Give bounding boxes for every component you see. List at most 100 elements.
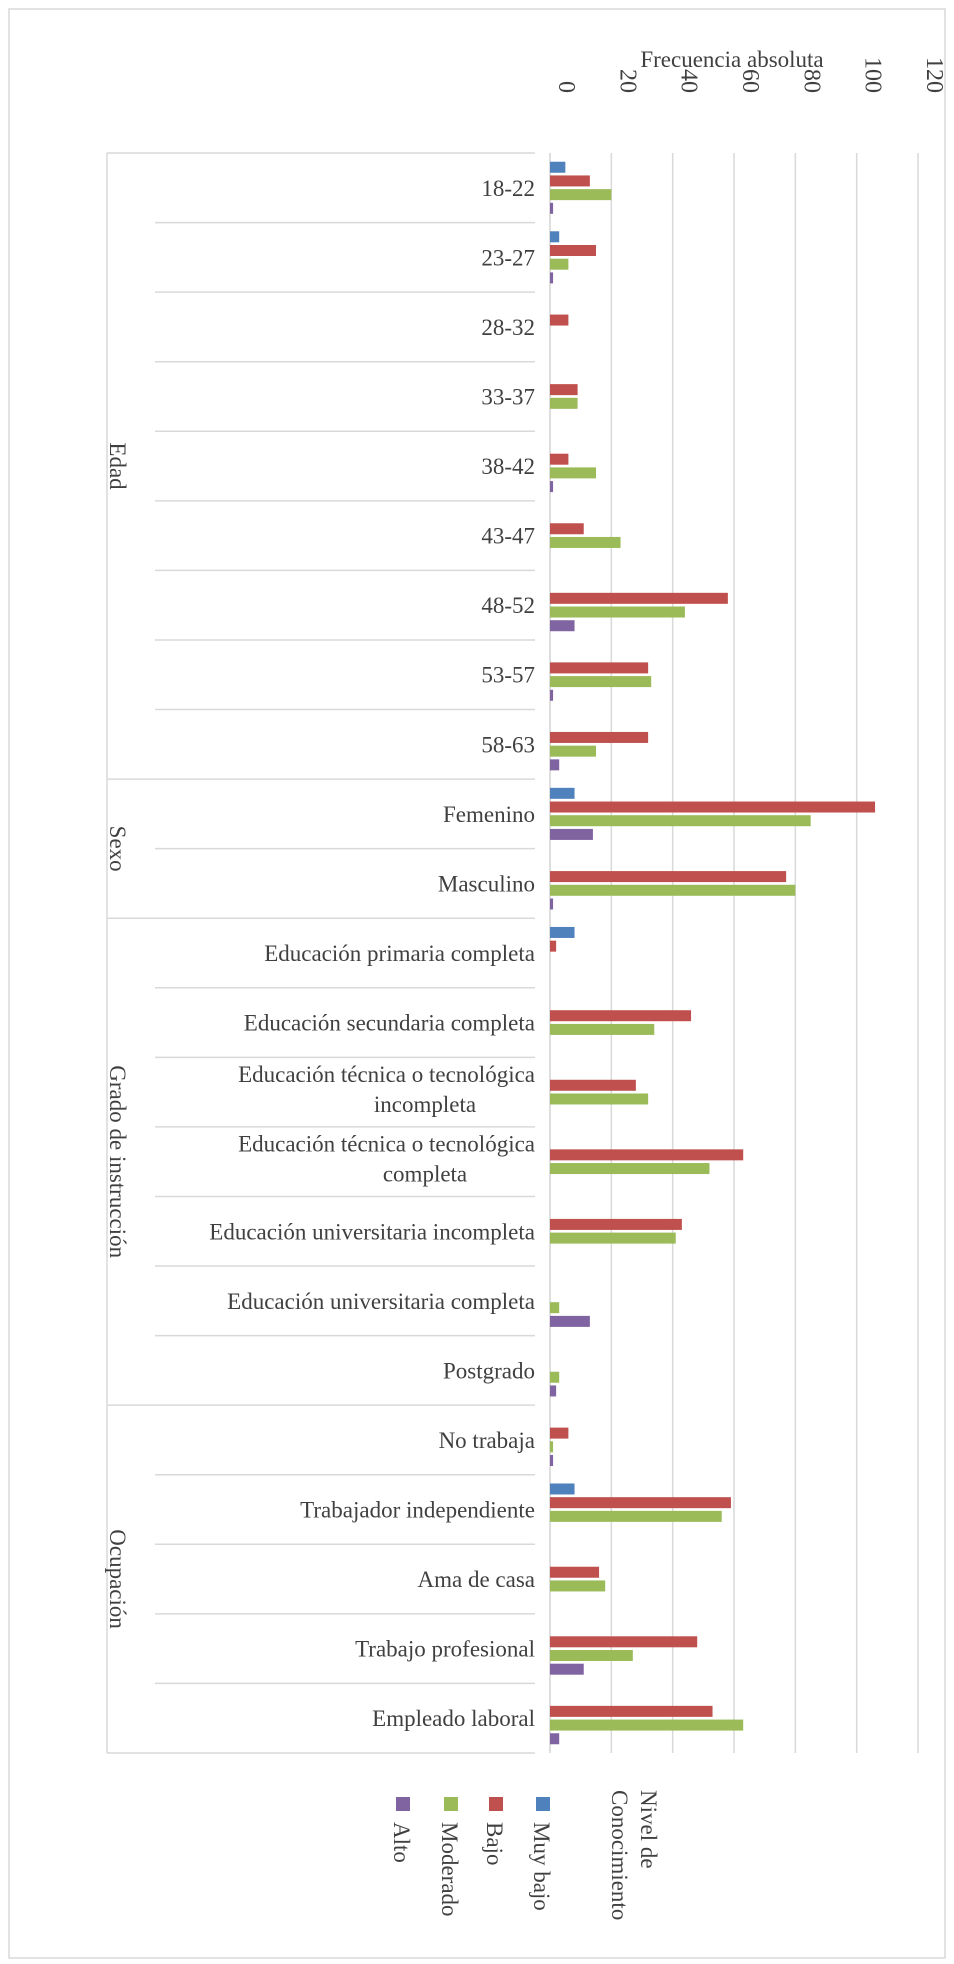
bar-alto-18-22: [550, 203, 553, 214]
bar-moderado-43-47: [550, 537, 621, 548]
category-label-postgrado: Postgrado: [443, 1358, 535, 1383]
bar-alto-48-52: [550, 620, 575, 631]
category-label-ama-de-casa: Ama de casa: [418, 1567, 536, 1592]
bar-bajo-femenino: [550, 802, 875, 813]
bar-muy-bajo-femenino: [550, 788, 575, 799]
category-label-trabajador-independiente: Trabajador independiente: [300, 1498, 535, 1523]
bar-bajo-38-42: [550, 454, 568, 465]
bar-muy-bajo-trabajador-independiente: [550, 1483, 575, 1494]
bar-moderado-no-trabaja: [550, 1441, 553, 1452]
bar-moderado-educacion-universitaria-completa: [550, 1302, 559, 1313]
bar-alto-femenino: [550, 829, 593, 840]
bar-bajo-ama-de-casa: [550, 1567, 599, 1578]
bar-moderado-53-57: [550, 676, 651, 687]
bar-moderado-educacion-universitaria-incompleta: [550, 1233, 676, 1244]
bar-moderado-educacion-secundaria-completa: [550, 1024, 654, 1035]
chart-border: [9, 9, 945, 1958]
bar-alto-masculino: [550, 898, 553, 909]
category-label-masculino: Masculino: [438, 871, 535, 896]
bar-moderado-empleado-laboral: [550, 1720, 743, 1731]
legend-label-moderado: Moderado: [437, 1822, 462, 1917]
legend-label-muy-bajo: Muy bajo: [529, 1822, 554, 1911]
bar-bajo-educacion-tecnica-o-tecnologica-incompleta: [550, 1080, 636, 1091]
bar-moderado-masculino: [550, 885, 795, 896]
category-label-38-42: 38-42: [481, 454, 535, 479]
bar-alto-educacion-universitaria-completa: [550, 1316, 590, 1327]
bar-bajo-trabajador-independiente: [550, 1497, 731, 1508]
category-label-femenino: Femenino: [443, 802, 535, 827]
x-tick-label: 20: [614, 69, 640, 93]
bar-moderado-33-37: [550, 398, 578, 409]
bar-alto-23-27: [550, 272, 553, 283]
bar-bajo-18-22: [550, 175, 590, 186]
x-tick-label: 60: [737, 69, 763, 93]
category-label-no-trabaja: No trabaja: [439, 1428, 535, 1453]
category-label-33-37: 33-37: [481, 384, 535, 409]
category-label-28-32: 28-32: [481, 315, 535, 340]
bar-moderado-educacion-tecnica-o-tecnologica-incompleta: [550, 1093, 648, 1104]
bar-moderado-educacion-tecnica-o-tecnologica-completa: [550, 1163, 709, 1174]
category-label-43-47: 43-47: [481, 524, 535, 549]
bar-muy-bajo-23-27: [550, 231, 559, 242]
bar-muy-bajo-18-22: [550, 162, 565, 173]
x-tick-label: 40: [676, 69, 702, 93]
bar-bajo-educacion-secundaria-completa: [550, 1010, 691, 1021]
bar-bajo-educacion-primaria-completa: [550, 941, 556, 952]
bar-bajo-23-27: [550, 245, 596, 256]
bar-bajo-53-57: [550, 662, 648, 673]
bar-alto-58-63: [550, 759, 559, 770]
bar-alto-trabajo-profesional: [550, 1664, 584, 1675]
bar-moderado-38-42: [550, 467, 596, 478]
bar-moderado-femenino: [550, 815, 811, 826]
category-label-educacion-secundaria-completa: Educación secundaria completa: [244, 1011, 535, 1036]
bar-moderado-trabajo-profesional: [550, 1650, 633, 1661]
bar-bajo-48-52: [550, 593, 728, 604]
legend-swatch-alto: [396, 1797, 410, 1811]
bar-alto-53-57: [550, 690, 553, 701]
legend-swatch-bajo: [489, 1797, 503, 1811]
bar-bajo-33-37: [550, 384, 578, 395]
group-label-sexo: Sexo: [105, 826, 130, 872]
bar-bajo-educacion-tecnica-o-tecnologica-completa: [550, 1149, 743, 1160]
legend-swatch-moderado: [444, 1797, 458, 1811]
legend-label-bajo: Bajo: [482, 1822, 507, 1865]
bar-bajo-no-trabaja: [550, 1428, 568, 1439]
category-label-18-22: 18-22: [481, 176, 535, 201]
legend-title: Conocimiento: [607, 1790, 632, 1920]
x-axis-title: Frecuencia absoluta: [640, 47, 823, 72]
bar-alto-postgrado: [550, 1385, 556, 1396]
category-label-educacion-primaria-completa: Educación primaria completa: [264, 941, 535, 966]
category-label-48-52: 48-52: [481, 593, 535, 618]
category-label-53-57: 53-57: [481, 663, 535, 688]
legend-title: Nivel de: [636, 1790, 661, 1869]
bar-bajo-58-63: [550, 732, 648, 743]
bar-moderado-ama-de-casa: [550, 1580, 605, 1591]
bar-bajo-28-32: [550, 315, 568, 326]
group-label-grado-de-instruccion: Grado de instrucción: [105, 1065, 130, 1258]
bar-moderado-58-63: [550, 746, 596, 757]
legend-label-alto: Alto: [389, 1822, 414, 1863]
category-label-educacion-universitaria-completa: Educación universitaria completa: [227, 1289, 535, 1314]
category-label-empleado-laboral: Empleado laboral: [372, 1706, 535, 1731]
bar-moderado-18-22: [550, 189, 611, 200]
bar-bajo-empleado-laboral: [550, 1706, 713, 1717]
x-tick-label: 120: [921, 57, 947, 93]
bar-bajo-educacion-universitaria-incompleta: [550, 1219, 682, 1230]
bar-moderado-48-52: [550, 607, 685, 618]
bar-bajo-trabajo-profesional: [550, 1636, 697, 1647]
category-label-58-63: 58-63: [481, 732, 535, 757]
bar-bajo-masculino: [550, 871, 786, 882]
x-tick-label: 0: [553, 81, 579, 93]
category-label-trabajo-profesional: Trabajo profesional: [355, 1637, 535, 1662]
bar-alto-38-42: [550, 481, 553, 492]
category-label-23-27: 23-27: [481, 245, 535, 270]
x-tick-label: 80: [798, 69, 824, 93]
bar-moderado-postgrado: [550, 1372, 559, 1383]
bar-alto-empleado-laboral: [550, 1733, 559, 1744]
x-tick-label: 100: [860, 57, 886, 93]
category-label-educacion-universitaria-incompleta: Educación universitaria incompleta: [209, 1219, 535, 1244]
bar-muy-bajo-educacion-primaria-completa: [550, 927, 575, 938]
group-label-edad: Edad: [105, 442, 130, 490]
